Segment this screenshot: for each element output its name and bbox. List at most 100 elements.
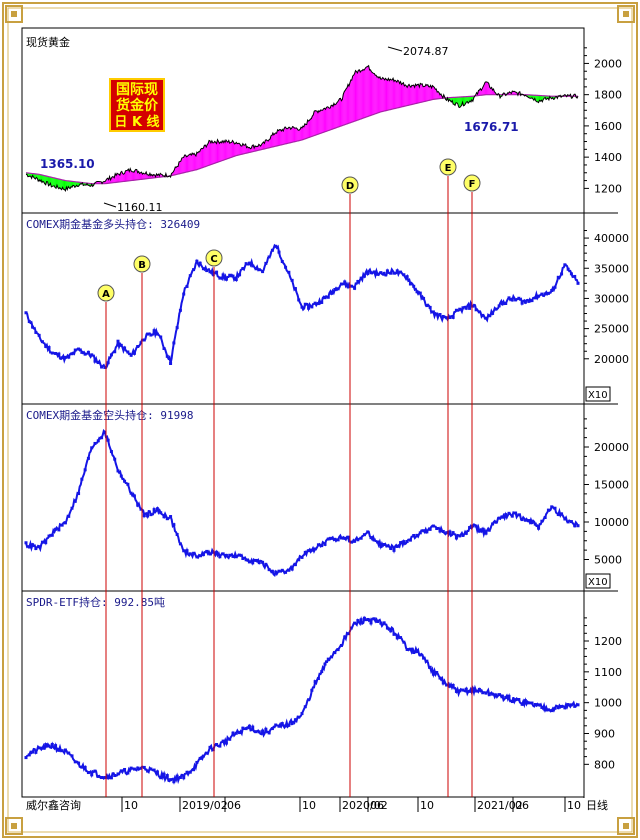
series-point (422, 296, 426, 300)
series-point (155, 332, 159, 336)
price-above-ma-fill (403, 82, 405, 107)
price-above-ma-fill (347, 84, 348, 124)
event-marker-circle (133, 255, 151, 273)
series-point (376, 540, 380, 544)
price-above-ma-fill (123, 173, 125, 182)
price-above-ma-fill (404, 84, 406, 107)
series-point (93, 769, 97, 773)
price-above-ma-fill (421, 83, 423, 103)
price-above-ma-fill (198, 151, 200, 169)
series-point (34, 750, 38, 754)
series-point (425, 304, 429, 308)
series-point (392, 632, 396, 636)
series-point (307, 698, 311, 702)
price-above-ma-fill (300, 127, 302, 141)
series-point (523, 518, 527, 522)
series-point (461, 306, 465, 310)
price-above-ma-fill (309, 119, 311, 138)
series-point (106, 361, 110, 365)
price-above-ma-fill (359, 69, 361, 120)
series-point (468, 526, 472, 530)
price-below-ma-fill (536, 95, 538, 102)
price-above-ma-fill (302, 126, 303, 140)
series-point (300, 305, 304, 309)
panel-title: SPDR-ETF持仓: 992.85吨 (26, 595, 165, 609)
price-above-ma-fill (487, 82, 489, 95)
price-above-ma-fill (186, 156, 188, 173)
price-above-ma-fill (310, 118, 312, 137)
series-point (113, 350, 117, 354)
series-point (330, 291, 334, 295)
series-point (553, 706, 557, 710)
price-above-ma-fill (226, 141, 228, 159)
price-above-ma-fill (409, 86, 411, 105)
price-above-ma-fill (140, 172, 142, 180)
series-point (425, 659, 429, 663)
series-point (113, 457, 117, 461)
series-point (287, 723, 291, 727)
price-above-ma-fill (418, 84, 420, 103)
price-above-ma-fill (143, 173, 145, 180)
price-above-ma-fill (206, 144, 208, 167)
series-point (208, 745, 212, 749)
price-above-ma-fill (225, 140, 226, 160)
series-point (152, 508, 156, 512)
series-point (198, 261, 202, 265)
series-point (57, 748, 61, 752)
price-above-ma-fill (380, 79, 382, 112)
price-above-ma-fill (252, 144, 254, 152)
series-point (320, 544, 324, 548)
series-point (129, 766, 133, 770)
price-above-ma-fill (407, 85, 409, 106)
price-above-ma-fill (182, 157, 184, 173)
price-above-ma-fill (318, 110, 320, 134)
series-point (330, 655, 334, 659)
series-point (560, 704, 564, 708)
gold-moving-average-line (25, 94, 578, 185)
price-above-ma-fill (430, 85, 432, 101)
price-above-ma-fill (379, 76, 381, 113)
price-above-ma-fill (420, 83, 422, 103)
series-point (100, 776, 104, 780)
series-point (50, 533, 54, 537)
series-point (192, 551, 196, 555)
series-point (123, 346, 127, 350)
series-point (566, 520, 570, 524)
price-above-ma-fill (395, 80, 397, 109)
series-point (218, 555, 222, 559)
price-above-ma-fill (369, 69, 371, 116)
series-point (303, 705, 307, 709)
series-point (346, 285, 350, 289)
series-point (132, 494, 136, 498)
price-above-ma-fill (312, 114, 314, 137)
series-point (313, 301, 317, 305)
series-point (192, 768, 196, 772)
series-point (228, 273, 232, 277)
series-point (339, 536, 343, 540)
series-point (244, 727, 248, 731)
series-point (573, 274, 577, 278)
price-above-ma-fill (371, 71, 373, 116)
series-point (244, 558, 248, 562)
series-point (431, 310, 435, 314)
series-point (346, 632, 350, 636)
series-point (560, 512, 564, 516)
price-above-ma-fill (250, 148, 252, 153)
price-above-ma-fill (348, 83, 350, 124)
price-above-ma-fill (329, 108, 331, 131)
series-point (57, 352, 61, 356)
price-below-ma-fill (59, 179, 61, 189)
series-point (182, 292, 186, 296)
series-point (576, 524, 580, 528)
series-point (238, 731, 242, 735)
price-above-ma-fill (233, 141, 235, 157)
price-above-ma-fill (230, 142, 232, 158)
price-above-ma-fill (127, 169, 129, 182)
series-point (188, 552, 192, 556)
series-point (320, 670, 324, 674)
series-point (438, 676, 442, 680)
series-point (264, 727, 268, 731)
price-above-ma-fill (199, 149, 201, 169)
series-point (481, 691, 485, 695)
series-point (399, 541, 403, 545)
